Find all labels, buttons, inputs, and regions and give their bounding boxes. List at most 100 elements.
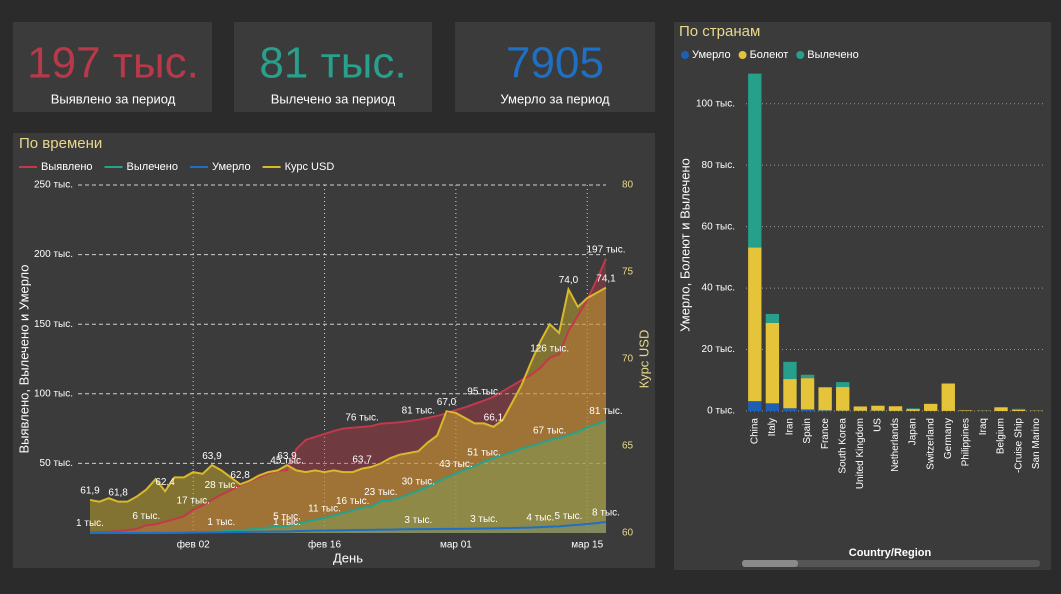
data-label: 95 тыс.	[467, 386, 500, 397]
y-tick-label: 40 тыс.	[702, 283, 735, 294]
bar-segment	[906, 409, 920, 411]
data-label: 51 тыс.	[467, 447, 500, 458]
bar-segment	[818, 387, 832, 411]
bar-segment	[959, 410, 973, 411]
x-axis-title: День	[333, 550, 363, 565]
bar-segment	[748, 401, 762, 411]
y-tick-label: 60 тыс.	[702, 221, 735, 232]
legend-label: Вылечено	[127, 161, 178, 173]
y-tick-label: 20 тыс.	[702, 344, 735, 355]
bar-segment	[1011, 409, 1026, 411]
x-tick-label: Germany	[943, 418, 954, 459]
scrollbar-thumb[interactable]	[742, 560, 798, 567]
data-label: 11 тыс.	[308, 504, 341, 515]
x-tick-label: Japan	[908, 418, 919, 445]
bar-segment	[800, 374, 815, 379]
legend-label: Курс USD	[285, 161, 335, 173]
kpi-card	[455, 22, 655, 112]
bar-segment	[853, 406, 868, 411]
y2-tick-label: 80	[622, 180, 634, 191]
y-tick-label: 200 тыс.	[34, 249, 73, 260]
data-label: 1 тыс.	[273, 517, 301, 528]
bar-segment	[765, 403, 780, 411]
bar-segment	[748, 247, 762, 402]
y-tick-label: 0 тыс.	[707, 406, 735, 417]
bar-segment	[765, 322, 780, 404]
data-label: 81 тыс.	[589, 406, 622, 417]
data-label: 28 тыс.	[205, 480, 238, 491]
kpi-label: Выявлено за период	[51, 91, 176, 106]
legend-marker	[681, 51, 689, 59]
x-tick-label: -Cruise Ship	[1013, 418, 1024, 473]
line	[89, 521, 607, 534]
data-label: 61,9	[80, 486, 100, 497]
x-tick-label: фев 02	[177, 539, 210, 551]
data-label: 63,9	[277, 451, 297, 462]
bar-segment	[1011, 408, 1026, 410]
data-label: 6 тыс.	[132, 511, 160, 522]
data-label: 81 тыс.	[402, 405, 435, 416]
scrollbar-track[interactable]	[742, 560, 1040, 567]
y-tick-label: 150 тыс.	[34, 319, 73, 330]
x-tick-label: Belgium	[996, 418, 1007, 454]
data-label: 23 тыс.	[364, 487, 397, 498]
bar-segment	[748, 73, 762, 248]
data-label: 16 тыс.	[336, 496, 369, 507]
x-tick-label: Italy	[767, 418, 778, 436]
x-tick-label: мар 01	[440, 540, 472, 551]
data-label: 63,9	[202, 451, 222, 462]
data-label: 45 тыс.	[270, 456, 303, 467]
legend-label: Умерло	[692, 49, 731, 61]
kpi-card	[234, 22, 432, 112]
area-fill	[90, 420, 606, 533]
legend-label: Болеют	[750, 49, 789, 61]
y-tick-label: 100 тыс.	[34, 388, 73, 399]
kpi-label: Умерло за период	[500, 91, 610, 106]
x-tick-label: San Marino	[1031, 418, 1042, 470]
data-label: 5 тыс.	[555, 511, 583, 522]
y-axis-title: Выявлено, Вылечено и Умерло	[16, 265, 31, 454]
y2-tick-label: 75	[622, 267, 634, 278]
kpi-label: Вылечено за период	[271, 91, 396, 106]
y-axis-title: Умерло, Болеют и Вылечено	[677, 158, 692, 332]
area-fill	[90, 521, 606, 533]
x-tick-label: фев 16	[308, 539, 341, 551]
data-label: 3 тыс.	[404, 515, 432, 526]
x-tick-label: US	[873, 418, 884, 432]
bar-segment	[888, 406, 903, 411]
data-label: 63,7	[352, 454, 372, 465]
data-label: 62,4	[155, 477, 175, 488]
legend-marker	[738, 51, 747, 59]
data-label: 5 тыс.	[273, 511, 301, 522]
x-tick-label: France	[820, 418, 831, 450]
x-axis-title: Country/Region	[849, 547, 932, 559]
legend-label: Умерло	[212, 161, 251, 173]
bar-segment	[941, 383, 955, 411]
data-label: 61,8	[108, 487, 128, 498]
legend-marker	[796, 51, 805, 59]
data-label: 67 тыс.	[533, 425, 566, 436]
data-label: 30 тыс.	[402, 476, 435, 487]
y2-tick-label: 70	[622, 354, 634, 365]
y2-tick-label: 65	[622, 441, 634, 452]
kpi-card	[13, 22, 212, 112]
bar-segment	[783, 361, 797, 380]
chart-title: По странам	[679, 23, 760, 40]
line	[89, 286, 607, 503]
panel	[13, 133, 655, 568]
x-tick-label: South Korea	[837, 418, 848, 474]
bar-segment	[800, 378, 815, 410]
panel	[674, 22, 1051, 570]
x-tick-label: Netherlands	[890, 418, 901, 472]
x-tick-label: Philippines	[960, 418, 971, 466]
chart-title: По времени	[19, 135, 102, 152]
bar-segment	[800, 409, 815, 411]
x-tick-label: United Kingdom	[855, 418, 866, 489]
bar-segment	[906, 408, 920, 410]
kpi-value: 197 тыс.	[27, 39, 199, 88]
kpi-value: 81 тыс.	[259, 39, 406, 88]
data-label: 197 тыс.	[586, 244, 625, 255]
legend-label: Выявлено	[41, 161, 93, 173]
data-label: 8 тыс.	[592, 508, 620, 519]
